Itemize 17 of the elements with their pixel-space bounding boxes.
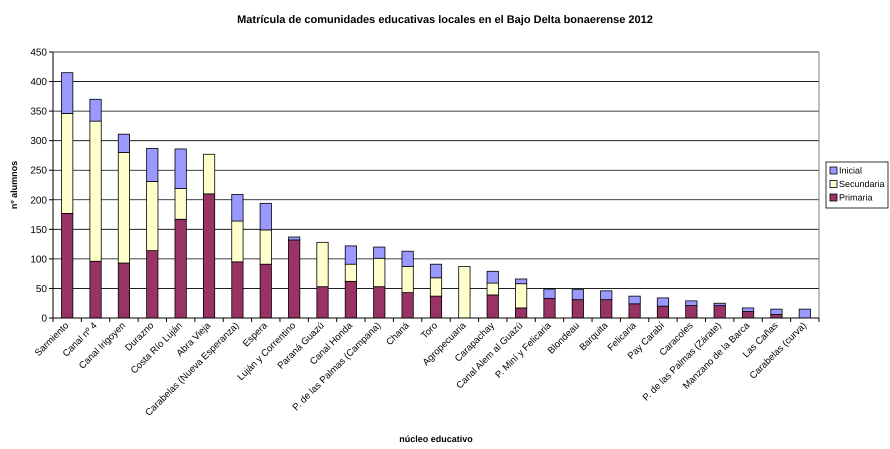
- y-tick-label: 350: [30, 106, 48, 118]
- y-tick-label: 300: [30, 136, 48, 148]
- legend-label: Inicial: [839, 166, 862, 176]
- y-tick-label: 200: [30, 195, 48, 206]
- legend-label: Secundaria: [839, 179, 885, 190]
- chart-title: Matrícula de comunidades educativas locales en el Bajo Delta bonaerense 2012: [237, 14, 653, 26]
- y-tick-label: 50: [36, 284, 48, 295]
- y-tick-label: 100: [30, 254, 48, 266]
- legend-label: Primaria: [839, 192, 873, 203]
- x-axis-title: núcleo educativo: [399, 434, 474, 444]
- bar: [770, 308, 783, 315]
- y-axis-title: nº alumnos: [9, 160, 19, 210]
- y-tick-label: 450: [30, 48, 48, 58]
- y-tick-label: 150: [30, 224, 48, 236]
- y-tick-label: 400: [30, 77, 48, 88]
- y-tick-label: 0: [41, 314, 48, 324]
- y-tick-label: 250: [30, 166, 48, 177]
